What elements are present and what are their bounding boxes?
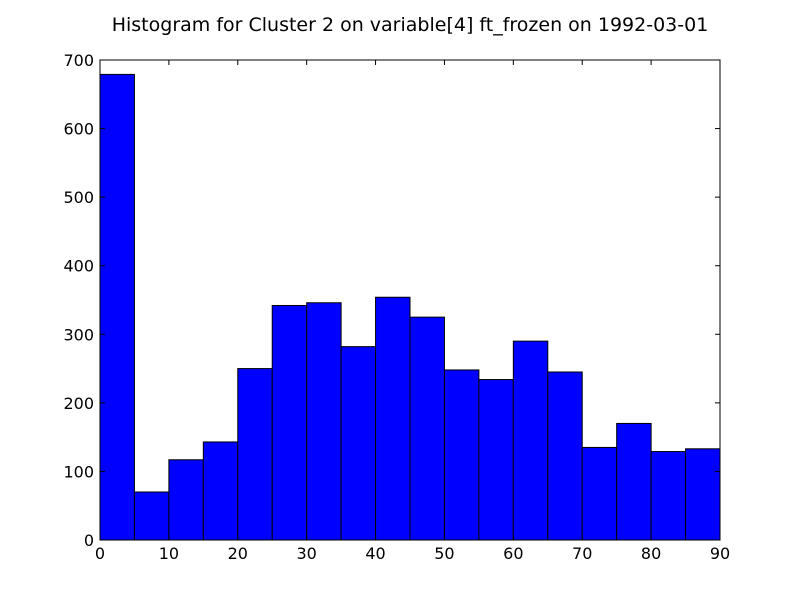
x-tick-label: 80 [641,544,661,563]
histogram-bar [409,316,445,541]
y-tick-label: 300 [63,325,94,344]
tick-labels-group: 0 10 20 30 40 50 60 70 80 90 0 100 200 300 400 500 600 70… [63,51,730,563]
histogram-bar [306,302,342,541]
x-tick-label: 0 [95,544,105,563]
plot-frame [99,59,721,541]
y-tick-label: 400 [63,257,94,276]
x-tick-label: 60 [503,544,523,563]
histogram-bar [99,73,135,541]
y-tick-label: 500 [63,188,94,207]
histogram-bar [202,441,239,541]
bars-group [99,73,721,541]
y-tick-label: 100 [63,462,94,481]
x-tick-label: 20 [228,544,248,563]
histogram-bar [237,368,273,541]
histogram-bar [616,422,652,541]
x-tick-label: 10 [159,544,179,563]
histogram-bar [271,304,308,541]
histogram-bar [547,371,583,541]
histogram-bar [685,448,721,541]
histogram-bar [581,446,618,541]
histogram-bar [478,379,514,541]
histogram-bar [650,451,687,541]
histogram-bar [443,369,480,541]
x-tick-label: 70 [572,544,592,563]
y-tick-label: 0 [84,531,94,550]
ticks-group [99,59,721,541]
x-tick-label: 50 [434,544,454,563]
histogram-bar [512,340,549,541]
histogram-bar [168,459,204,541]
x-tick-label: 30 [296,544,316,563]
y-tick-label: 700 [63,51,94,70]
y-tick-label: 600 [63,120,94,139]
chart-title: Histogram for Cluster 2 on variable[4] f… [112,14,709,36]
histogram-bar [375,296,411,541]
y-tick-label: 200 [63,394,94,413]
histogram-bar [133,491,170,541]
histogram-bar [340,346,377,541]
x-tick-label: 90 [710,544,730,563]
x-tick-label: 40 [365,544,385,563]
